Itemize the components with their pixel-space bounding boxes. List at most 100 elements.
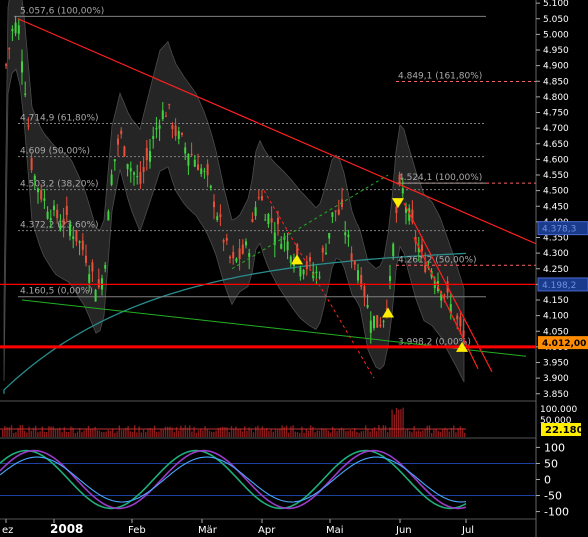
candle-body [379,324,382,327]
candle-body [309,257,311,262]
candle-body [174,125,177,136]
candle-body [315,271,318,274]
price-tick-label: 5.000 [543,30,569,40]
volume-bar [281,425,283,437]
volume-bar [138,426,140,437]
volume-bar [402,407,404,437]
volume-bar [439,431,442,437]
volume-bar [39,431,41,437]
candle-body [69,223,71,236]
volume-bar [222,426,224,437]
volume-bar [178,430,180,437]
volume-bar [233,428,235,437]
volume-bar [446,428,448,437]
oscillator-panel: 100 50 0 -50 -100 [0,441,569,519]
candle-body [104,265,107,269]
volume-bar [378,425,380,437]
volume-bar [57,428,59,437]
candle-body [443,294,446,296]
price-tick-label: 4.900 [543,62,569,72]
candle-body [213,201,215,208]
candle-body [405,206,407,213]
volume-bar [272,431,274,437]
volume-bar [413,426,415,437]
oscillator-signal-line [0,456,467,503]
volume-bar [453,425,455,437]
volume-bar [336,431,338,437]
candle-body [318,276,321,278]
volume-bar [13,432,15,437]
candle-body [75,229,78,242]
candle-body [350,253,353,261]
volume-bar [189,425,191,437]
volume-bar [70,426,72,437]
oscillator-k-line [0,449,467,510]
candle-body [209,185,212,188]
x-tick-label: Mai [326,525,344,536]
volume-bar [257,425,259,437]
candle-body [424,264,427,273]
volume-bar [131,431,134,437]
candle-body [462,330,465,337]
fib-level-label: 5.057,6 (100,00%) [20,6,104,16]
volume-bar [288,432,290,437]
candle-body [24,93,27,95]
price-tick-label: 4.050 [543,327,569,337]
buy-marker-icon [382,307,394,318]
volume-bar [217,427,219,437]
candle-body [171,125,174,130]
candle-body [401,188,404,194]
price-tick-label: 4.600 [543,155,569,165]
candle-body [353,261,356,265]
volume-tick-label: 50.000 [540,416,572,426]
volume-bar [105,431,107,437]
price-tag-bg [537,277,588,292]
volume-bar [290,426,292,437]
candle-body [37,188,39,193]
volume-bar [444,427,446,437]
volume-bar [422,430,424,437]
candle-body [283,236,286,240]
candle-body [200,168,203,174]
volume-bar [239,428,241,437]
candle-body [238,248,241,260]
down-channel-upper [403,202,493,373]
candle-body [126,164,129,169]
candle-body [305,261,308,270]
candle-body [267,214,270,225]
volume-bar [305,429,307,437]
volume-bar [30,430,32,437]
candle-body [27,125,30,127]
volume-bar [307,430,310,437]
fib-level-label: 4.503,2 (38,20%) [20,180,99,190]
candle-body [14,22,17,34]
candle-body [331,212,334,217]
volume-bar [41,426,43,437]
volume-bar [464,432,466,437]
volume-bar [54,429,57,437]
candle-body [193,159,196,167]
volume-bar [255,426,257,437]
volume-bar [215,430,217,437]
volume-bar [431,432,433,437]
volume-bar [114,432,116,437]
volume-bar [321,428,323,437]
price-tag: 4.378,3 [537,221,588,236]
candle-body [117,138,119,145]
volume-bar [37,432,39,437]
candle-body [158,125,161,129]
volume-bar [329,432,332,437]
x-tick-label: 2008 [50,522,83,536]
candle-body [289,256,292,263]
volume-bar [400,409,402,437]
volume-bar [19,425,21,437]
candle-body [369,320,372,333]
candle-body [107,211,110,221]
volume-bar [373,427,376,437]
volume-bar [455,432,457,437]
candle-body [56,209,59,219]
volume-bar [433,429,435,437]
volume-bar [274,429,277,437]
